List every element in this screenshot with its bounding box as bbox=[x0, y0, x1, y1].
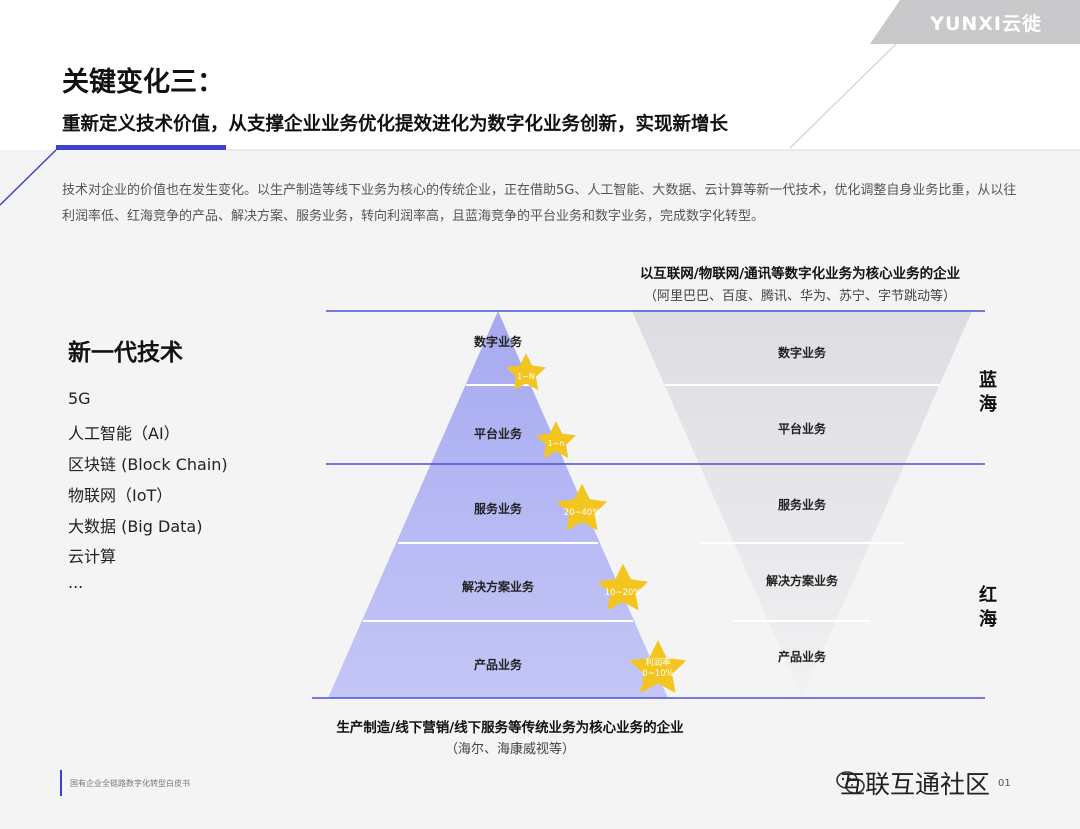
inverted-level-label: 解决方案业务 bbox=[765, 574, 838, 588]
brand-logo: YUNXI云徙 bbox=[930, 13, 1042, 35]
page-number: 01 bbox=[998, 778, 1011, 789]
pyramid bbox=[328, 311, 668, 698]
tech-item: 大数据 (Big Data) bbox=[68, 517, 203, 536]
watermark: 互联互通社区 bbox=[840, 770, 991, 799]
inverted-triangle bbox=[632, 311, 972, 698]
star-icon bbox=[536, 421, 576, 459]
title-accent-bar bbox=[56, 145, 226, 150]
tech-item: 物联网（IoT） bbox=[68, 486, 173, 505]
star-icon bbox=[629, 640, 687, 693]
tech-item: 云计算 bbox=[68, 547, 117, 566]
star-label: 利润率 0~10% bbox=[642, 657, 673, 679]
star-label-line: 0~10% bbox=[642, 669, 673, 679]
pyramid-level-label: 解决方案业务 bbox=[461, 580, 534, 594]
star-label: 1~n bbox=[548, 439, 565, 448]
pyramid-level-label: 平台业务 bbox=[473, 427, 522, 441]
star-label-line: 利润率 bbox=[645, 657, 671, 668]
inverted-level-label: 数字业务 bbox=[777, 346, 826, 360]
star-icon bbox=[506, 353, 546, 391]
star-label: 10~20% bbox=[605, 588, 642, 598]
blue-sea-label: 蓝海 bbox=[979, 370, 997, 415]
tech-item: 5G bbox=[68, 389, 91, 408]
star-label: 20~40% bbox=[564, 508, 601, 518]
top-caption: 以互联网/物联网/通讯等数字化业务为核心业务的企业 bbox=[639, 266, 961, 282]
page-title: 关键变化三： bbox=[62, 67, 224, 98]
tech-heading: 新一代技术 bbox=[68, 340, 183, 366]
star-label: 1~N bbox=[517, 372, 535, 381]
pyramid-level-label: 服务业务 bbox=[473, 502, 522, 516]
red-sea-label: 红海 bbox=[979, 585, 997, 630]
bottom-caption: 生产制造/线下营销/线下服务等传统业务为核心业务的企业 bbox=[336, 720, 684, 736]
inverted-level-label: 产品业务 bbox=[777, 650, 826, 664]
footnote-bar bbox=[60, 770, 62, 796]
tech-item: 人工智能（AI） bbox=[68, 424, 180, 443]
footnote: 国有企业全链路数字化转型白皮书 bbox=[70, 779, 190, 788]
star-icon bbox=[597, 563, 649, 611]
pyramid-level-label: 产品业务 bbox=[473, 658, 522, 672]
page-subtitle: 重新定义技术价值，从支撑企业业务优化提效进化为数字化业务创新，实现新增长 bbox=[62, 114, 729, 135]
bottom-caption-examples: （海尔、海康威视等） bbox=[444, 742, 575, 757]
tech-item: ... bbox=[68, 573, 84, 592]
top-caption-examples: （阿里巴巴、百度、腾讯、华为、苏宁、字节跳动等） bbox=[643, 289, 956, 304]
tech-item: 区块链 (Block Chain) bbox=[68, 455, 228, 474]
wechat-icon bbox=[836, 770, 866, 796]
header-decoration bbox=[0, 39, 1080, 206]
inverted-level-label: 平台业务 bbox=[777, 422, 826, 436]
intro-paragraph: 技术对企业的价值也在发生变化。以生产制造等线下业务为核心的传统企业，正在借助5G… bbox=[62, 183, 1017, 224]
pyramid-level-label: 数字业务 bbox=[473, 335, 522, 349]
brand-tab bbox=[870, 0, 1080, 44]
star-icon bbox=[556, 483, 608, 531]
inverted-level-label: 服务业务 bbox=[777, 498, 826, 512]
